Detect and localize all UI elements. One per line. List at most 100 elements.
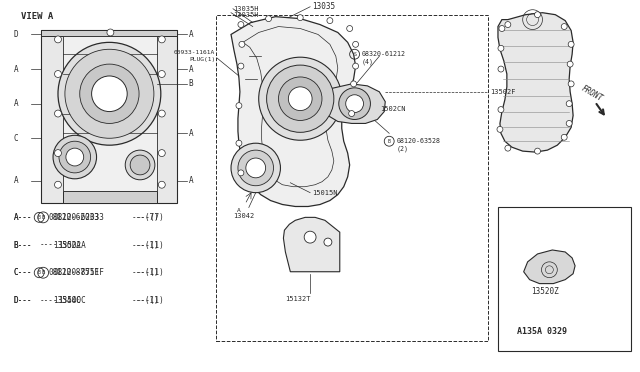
Text: 08320-61212: 08320-61212 xyxy=(362,51,406,57)
Text: 13502A: 13502A xyxy=(58,241,86,250)
Text: VIEW A: VIEW A xyxy=(21,12,54,21)
Text: 08120-8751F: 08120-8751F xyxy=(48,268,99,277)
Circle shape xyxy=(346,95,364,113)
Text: 00933-1161A: 00933-1161A xyxy=(174,50,215,55)
Text: PLUG(1): PLUG(1) xyxy=(189,57,215,62)
Text: B: B xyxy=(189,79,193,89)
Circle shape xyxy=(158,150,165,157)
Text: 15132T: 15132T xyxy=(285,296,311,302)
Circle shape xyxy=(92,76,127,112)
Text: ---(1): ---(1) xyxy=(132,268,160,277)
Text: ----: ---- xyxy=(39,296,58,305)
Text: 08120-62033: 08120-62033 xyxy=(53,213,104,222)
Circle shape xyxy=(561,23,567,29)
Text: A: A xyxy=(189,129,193,138)
Text: A: A xyxy=(13,176,18,185)
Text: 13035H: 13035H xyxy=(233,6,259,12)
Text: ---(1): ---(1) xyxy=(132,296,160,305)
Circle shape xyxy=(59,141,91,173)
Text: D---: D--- xyxy=(13,296,32,305)
Circle shape xyxy=(54,36,61,43)
Text: B---: B--- xyxy=(13,241,32,250)
Circle shape xyxy=(239,41,245,47)
Circle shape xyxy=(158,181,165,188)
Circle shape xyxy=(125,150,155,180)
Text: B: B xyxy=(42,215,45,220)
Circle shape xyxy=(246,158,266,178)
Circle shape xyxy=(568,81,574,87)
Text: ---(1): ---(1) xyxy=(137,268,165,277)
Text: D---: D--- xyxy=(13,296,32,305)
Text: 08120-62033: 08120-62033 xyxy=(48,213,99,222)
Circle shape xyxy=(158,71,165,77)
Circle shape xyxy=(304,231,316,243)
Circle shape xyxy=(351,81,356,87)
Text: 1502CN: 1502CN xyxy=(380,106,406,112)
Text: ---(1): ---(1) xyxy=(132,241,160,250)
Circle shape xyxy=(54,71,61,77)
Circle shape xyxy=(568,41,574,47)
Circle shape xyxy=(505,22,511,28)
Circle shape xyxy=(80,64,139,124)
Text: A---: A--- xyxy=(13,213,32,222)
Circle shape xyxy=(498,45,504,51)
Polygon shape xyxy=(325,84,385,124)
Circle shape xyxy=(238,170,244,176)
Circle shape xyxy=(66,148,84,166)
Circle shape xyxy=(566,121,572,126)
Text: C---: C--- xyxy=(13,268,32,277)
Circle shape xyxy=(259,57,342,140)
Text: A135A 0329: A135A 0329 xyxy=(518,327,568,336)
Text: S: S xyxy=(353,52,356,57)
Text: 13502F: 13502F xyxy=(490,89,516,95)
Text: 15015N: 15015N xyxy=(312,190,337,196)
Text: A: A xyxy=(189,30,193,39)
Circle shape xyxy=(266,16,271,22)
Text: 13042: 13042 xyxy=(233,214,254,219)
Circle shape xyxy=(65,49,154,138)
Circle shape xyxy=(267,65,334,132)
Circle shape xyxy=(347,26,353,32)
Text: 08120-8751F: 08120-8751F xyxy=(53,268,104,277)
Circle shape xyxy=(158,36,165,43)
Text: 13520Z: 13520Z xyxy=(532,287,559,296)
Text: C: C xyxy=(13,134,18,143)
Text: A: A xyxy=(189,65,193,74)
Text: A: A xyxy=(189,176,193,185)
Text: A: A xyxy=(13,99,18,108)
Text: 13540C: 13540C xyxy=(58,296,86,305)
Circle shape xyxy=(353,41,358,47)
Polygon shape xyxy=(284,217,340,272)
Circle shape xyxy=(54,150,61,157)
Circle shape xyxy=(54,181,61,188)
Circle shape xyxy=(324,238,332,246)
Text: B: B xyxy=(38,270,41,275)
Polygon shape xyxy=(524,250,575,283)
Polygon shape xyxy=(63,191,157,202)
Polygon shape xyxy=(498,13,573,152)
Circle shape xyxy=(339,88,371,119)
Text: A---: A--- xyxy=(13,213,32,222)
Circle shape xyxy=(130,155,150,175)
Text: 13035: 13035 xyxy=(312,2,335,11)
Text: 13502A: 13502A xyxy=(53,241,81,250)
Circle shape xyxy=(498,107,504,113)
Text: B: B xyxy=(42,270,45,275)
Circle shape xyxy=(53,135,97,179)
Polygon shape xyxy=(231,17,356,206)
Circle shape xyxy=(107,29,114,36)
Text: 13035H: 13035H xyxy=(233,12,259,18)
Circle shape xyxy=(349,110,355,116)
Text: ---(1): ---(1) xyxy=(137,296,165,305)
Polygon shape xyxy=(41,29,177,36)
Circle shape xyxy=(499,26,505,32)
Text: D: D xyxy=(13,30,18,39)
Text: B---: B--- xyxy=(13,241,32,250)
Circle shape xyxy=(534,12,541,17)
Circle shape xyxy=(327,17,333,23)
Circle shape xyxy=(505,145,511,151)
Circle shape xyxy=(236,103,242,109)
Text: (4): (4) xyxy=(362,59,374,65)
Circle shape xyxy=(561,134,567,140)
Circle shape xyxy=(236,140,242,146)
